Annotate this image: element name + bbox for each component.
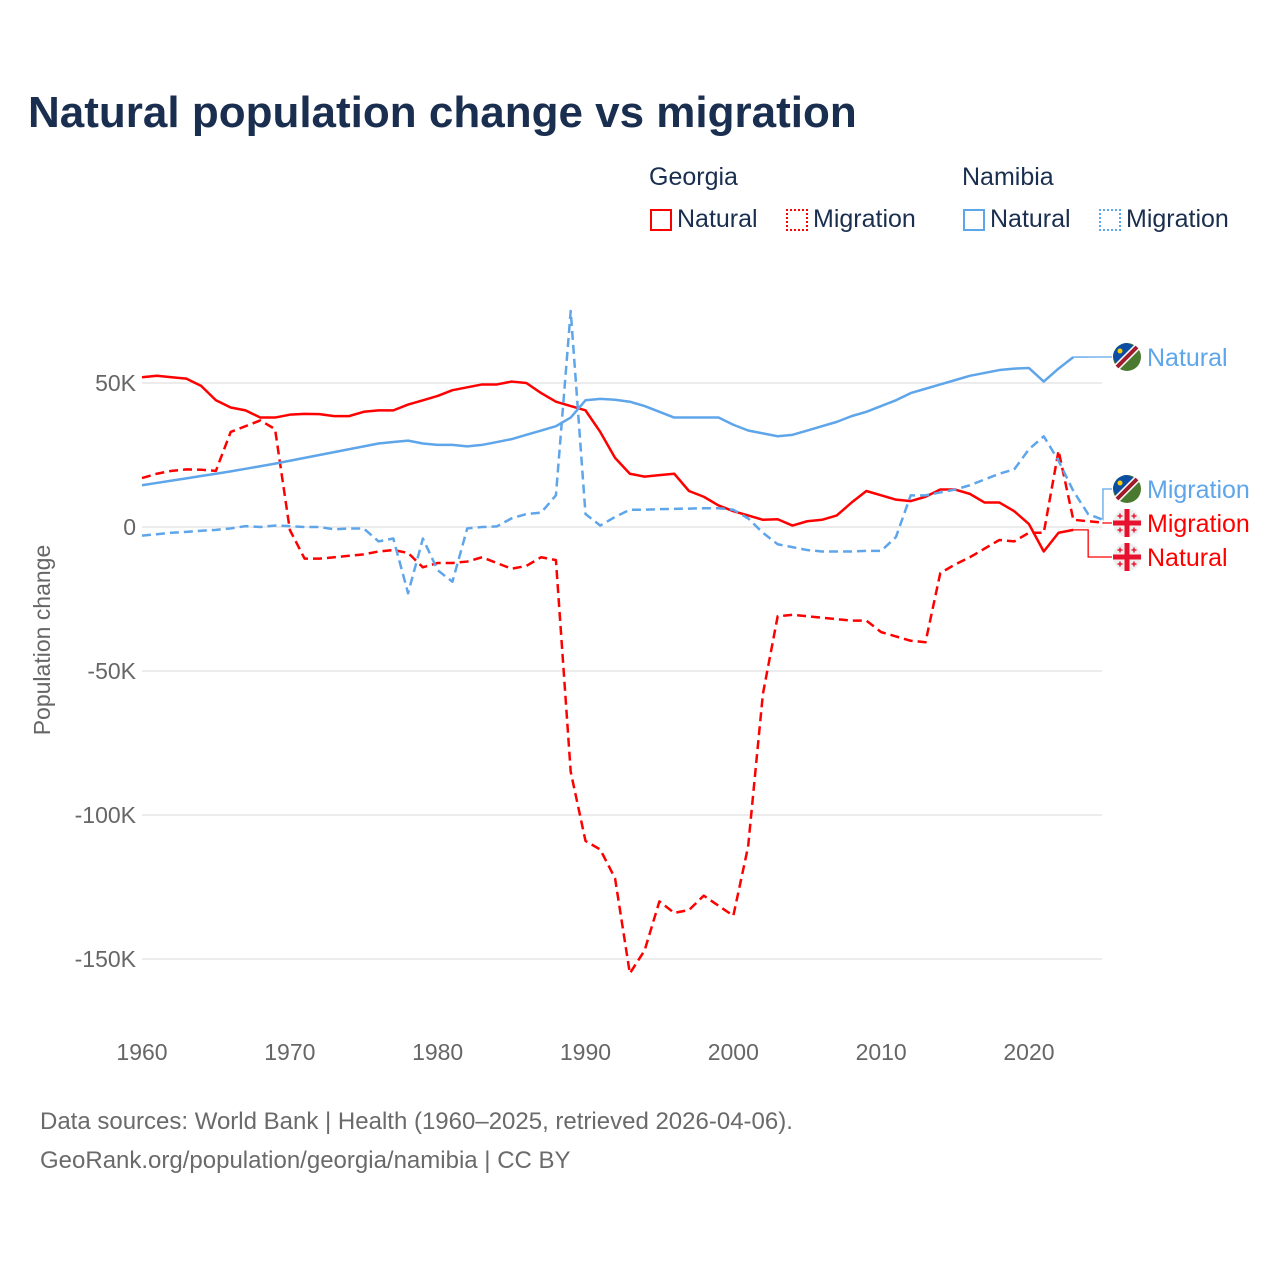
dotted-swatch-icon xyxy=(1099,208,1121,231)
legend-label: Migration xyxy=(813,205,916,233)
x-tick-label: 2000 xyxy=(708,1039,759,1065)
y-tick-label: -100K xyxy=(75,802,137,828)
georgia-natural-end-label: Natural xyxy=(1147,544,1228,572)
namibia-natural-line xyxy=(141,356,1075,487)
footer-sources: Data sources: World Bank | Health (1960–… xyxy=(40,1108,793,1135)
leader-line xyxy=(1102,488,1112,521)
y-axis-label: Population change xyxy=(29,545,55,736)
leader-line xyxy=(1073,529,1112,558)
namibia-natural-end-label: Natural xyxy=(1147,344,1228,372)
solid-swatch-icon xyxy=(650,208,672,231)
plot-area: 50K 0 -50K -100K -150K 1960 1970 1980 1990 2000 20… xyxy=(29,309,1250,1065)
x-tick-label: 1970 xyxy=(264,1039,315,1065)
legend-label: Natural xyxy=(990,205,1071,233)
namibia-flag-icon xyxy=(1113,475,1141,503)
georgia-flag-icon xyxy=(1113,509,1141,537)
legend-georgia-migration[interactable]: Migration xyxy=(786,205,916,234)
legend-label: Natural xyxy=(677,205,758,233)
legend-namibia-natural[interactable]: Natural xyxy=(963,205,1071,234)
legend-group-georgia: Georgia xyxy=(649,163,738,191)
y-tick-label: -50K xyxy=(87,658,136,684)
x-tick-label: 2010 xyxy=(856,1039,907,1065)
georgia-natural-line xyxy=(141,374,1074,553)
legend-georgia-natural[interactable]: Natural xyxy=(650,205,758,234)
y-tick-label: 0 xyxy=(123,514,136,540)
dotted-swatch-icon xyxy=(786,208,808,231)
georgia-flag-icon xyxy=(1113,543,1141,571)
x-tick-label: 2020 xyxy=(1003,1039,1054,1065)
chart-title: Natural population change vs migration xyxy=(28,88,857,137)
y-tick-label: -150K xyxy=(75,946,137,972)
footer-credit[interactable]: GeoRank.org/population/georgia/namibia |… xyxy=(40,1147,571,1174)
namibia-migration-end-label: Migration xyxy=(1147,476,1250,504)
namibia-flag-icon xyxy=(1113,343,1141,371)
georgia-migration-end-label: Migration xyxy=(1147,510,1250,538)
georgia-migration-line xyxy=(141,419,1104,975)
legend-namibia-migration[interactable]: Migration xyxy=(1099,205,1229,234)
solid-swatch-icon xyxy=(963,208,985,231)
x-tick-label: 1980 xyxy=(412,1039,463,1065)
legend-label: Migration xyxy=(1126,205,1229,233)
x-tick-label: 1990 xyxy=(560,1039,611,1065)
y-tick-label: 50K xyxy=(95,370,137,396)
namibia-migration-line xyxy=(141,309,1104,595)
legend-group-namibia: Namibia xyxy=(962,163,1054,191)
x-tick-label: 1960 xyxy=(116,1039,167,1065)
